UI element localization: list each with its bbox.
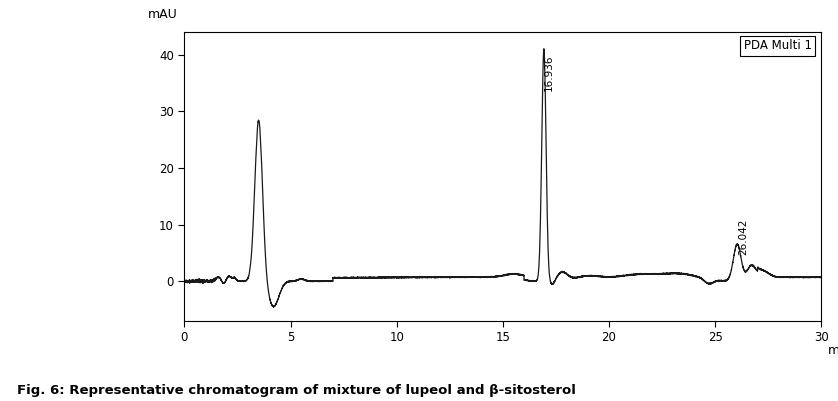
Text: 26.042: 26.042 (738, 219, 748, 255)
Text: Fig. 6: Representative chromatogram of mixture of lupeol and β-sitosterol: Fig. 6: Representative chromatogram of m… (17, 384, 576, 397)
Text: min: min (828, 344, 838, 357)
Text: PDA Multi 1: PDA Multi 1 (743, 39, 812, 52)
Text: mAU: mAU (148, 8, 178, 20)
Text: 16.936: 16.936 (544, 55, 554, 91)
